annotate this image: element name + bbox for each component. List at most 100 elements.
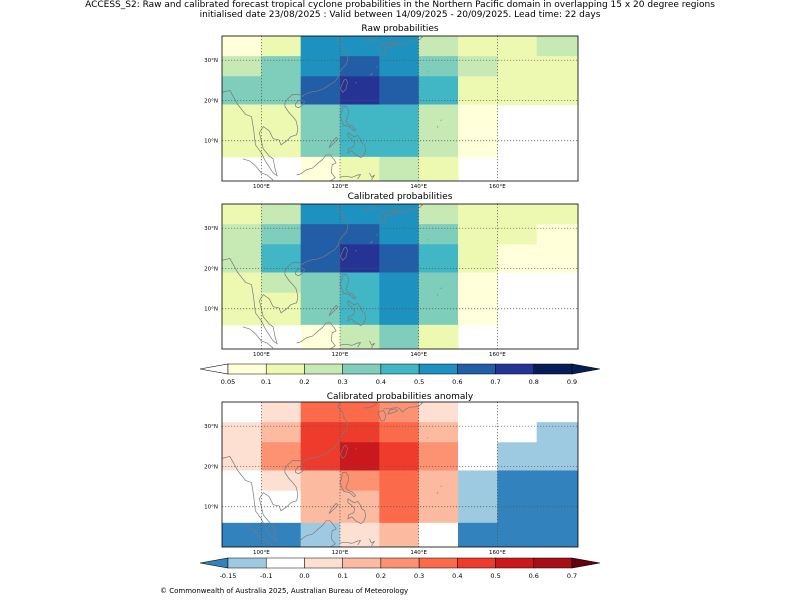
- figure-title-line1: ACCESS_S2: Raw and calibrated forecast t…: [85, 0, 715, 10]
- heatmap-cell: [340, 104, 380, 126]
- colorbar-segment: [418, 557, 458, 569]
- heatmap-cell: [300, 36, 341, 57]
- heatmap-cell: [379, 204, 420, 225]
- coastline: [347, 132, 366, 159]
- panel-title: Raw probabilities: [361, 24, 439, 34]
- x-tick-label: 100°E: [253, 352, 270, 358]
- heatmap-cell: [379, 224, 420, 245]
- heatmap-cell: [379, 104, 420, 126]
- heatmap-cell: [458, 470, 498, 492]
- panels-layer: Raw probabilities 100°E 120°E 140°E 160°E 30°…: [204, 24, 579, 556]
- panel-frame: [221, 401, 579, 548]
- heatmap-cell: [340, 292, 380, 326]
- heatmap-cell: [536, 204, 578, 225]
- coastline: [376, 65, 379, 68]
- x-tick-label: 160°E: [489, 550, 506, 556]
- heatmap-cell: [497, 224, 538, 245]
- heatmap-cell: [222, 224, 262, 245]
- colorbar-tick-label: 0.0: [299, 572, 309, 580]
- heatmap-cell: [536, 76, 578, 105]
- colorbar-segment: [227, 557, 267, 569]
- coastline: [369, 72, 373, 77]
- colorbar-segment: [418, 363, 458, 375]
- x-tick-label: 120°E: [332, 550, 349, 556]
- gridlines: [222, 402, 578, 547]
- coastline: [440, 485, 442, 487]
- coastline: [328, 137, 339, 148]
- coastline: [296, 154, 337, 181]
- colorbar-segment: [227, 363, 267, 375]
- colorbar-extend-high: [571, 363, 601, 375]
- colorbar-tick-label: 0.6: [452, 378, 462, 386]
- coastline: [340, 78, 348, 93]
- heatmap-cell: [458, 36, 498, 57]
- map-panel-3: Calibrated probabilities anomaly 100°E 120…: [204, 392, 579, 556]
- coastline: [222, 36, 349, 177]
- heatmap-cell: [340, 324, 380, 349]
- coastline: [383, 204, 423, 215]
- heatmap-cell: [458, 422, 498, 443]
- heatmap-cell: [418, 224, 459, 245]
- colorbar-segment: [457, 363, 496, 375]
- coastline: [340, 444, 348, 459]
- heatmap-cell: [497, 402, 538, 423]
- heatmap-cell: [497, 422, 538, 443]
- heatmap-cell: [340, 422, 380, 443]
- coastline: [383, 402, 423, 413]
- heatmap-cell: [340, 224, 380, 245]
- heatmap-cell: [222, 522, 262, 547]
- coastline: [339, 105, 357, 132]
- coastline: [377, 212, 387, 224]
- heatmap-cell: [222, 204, 262, 225]
- coastline: [383, 36, 423, 47]
- colorbar-tick-label: 0.7: [567, 572, 577, 580]
- colorbar-tick-label: 0.1: [261, 378, 271, 386]
- heatmap-cell: [418, 36, 459, 57]
- heatmap-cell: [497, 522, 538, 547]
- coastline: [242, 326, 274, 349]
- coastline: [347, 300, 366, 327]
- heatmap-cell: [497, 470, 538, 492]
- heatmap-cell: [300, 272, 341, 294]
- heatmap-cell: [379, 272, 420, 294]
- y-tick-label: 30°N: [204, 58, 218, 64]
- coastline: [369, 538, 375, 546]
- colorbar-tick-label: -0.15: [220, 572, 237, 580]
- coastline: [347, 498, 366, 525]
- coastline: [376, 431, 379, 434]
- y-tick-label: 20°N: [204, 98, 218, 104]
- x-tick-label: 140°E: [410, 550, 427, 556]
- y-tick-label: 20°N: [204, 464, 218, 470]
- panel-title: Calibrated probabilities anomaly: [327, 392, 474, 402]
- colorbar-segment: [342, 363, 382, 375]
- heatmap-cell: [340, 522, 380, 547]
- heatmap-cell: [418, 104, 459, 126]
- heatmap-cell: [536, 36, 578, 57]
- colorbar-tick-label: 0.05: [221, 378, 235, 386]
- heatmap-cell: [536, 490, 578, 524]
- map-panel-2: Calibrated probabilities 100°E 120°E 140°E 1…: [204, 192, 579, 358]
- y-tick-label: 30°N: [204, 226, 218, 232]
- coastline: [369, 240, 373, 245]
- heatmap-cell: [418, 522, 459, 547]
- heatmap-cell: [497, 490, 538, 524]
- x-tick-label: 100°E: [253, 550, 270, 556]
- colorbar-tick-label: 0.3: [414, 572, 424, 580]
- coastline: [296, 322, 337, 349]
- coastline: [328, 305, 339, 316]
- colorbar-tick-label: -0.1: [260, 572, 273, 580]
- heatmap-cell: [379, 422, 420, 443]
- heatmap-cell: [458, 56, 498, 77]
- heatmap-cell: [222, 104, 262, 126]
- heatmap-cell: [261, 36, 302, 57]
- colorbar-segment: [495, 557, 535, 569]
- heatmap-cell: [458, 522, 498, 547]
- colorbar-tick-label: 0.7: [490, 378, 500, 386]
- probability-colorbar: 0.05 0.1 0.2 0.3 0.4 0.5 0.6 0.7 0.8 0.9: [199, 363, 601, 386]
- heatmap-cell: [222, 36, 262, 57]
- colorbar-tick-label: 0.2: [299, 378, 309, 386]
- coastline: [377, 44, 387, 56]
- heatmap-cell: [300, 104, 341, 126]
- heatmap-cell: [222, 402, 262, 423]
- coastline: [440, 287, 442, 289]
